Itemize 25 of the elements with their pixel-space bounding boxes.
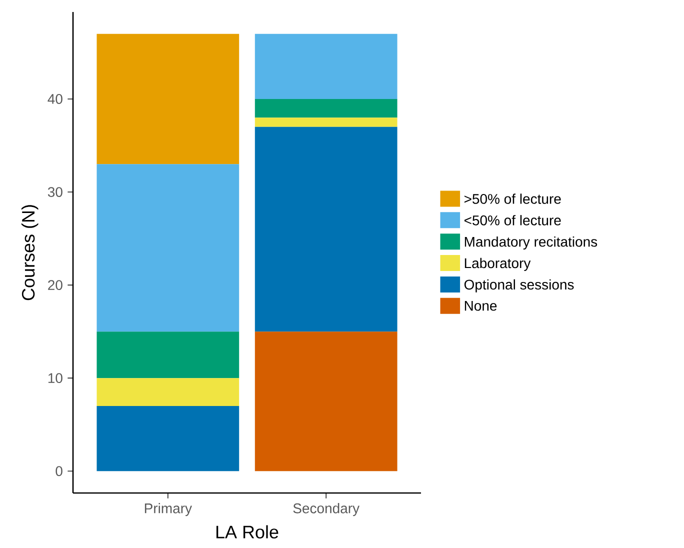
bar (96, 332, 240, 378)
bar (254, 332, 398, 472)
x-tick-label: Primary (144, 503, 192, 516)
bar (96, 34, 240, 164)
y-tick-label: 0 (56, 466, 62, 476)
bar (254, 98, 398, 118)
legend-label: Laboratory (464, 258, 531, 271)
y-tick-label: 30 (48, 187, 62, 197)
bar (96, 406, 240, 472)
legend-label: None (464, 301, 497, 311)
legend-label: Mandatory recitations (464, 236, 598, 250)
bar (96, 164, 240, 332)
bar (254, 34, 398, 99)
legend-label: Optional sessions (464, 279, 574, 292)
bar (96, 378, 240, 406)
y-tick-label: 10 (48, 373, 62, 384)
y-tick-label: 20 (48, 280, 62, 290)
bar (254, 118, 398, 127)
x-tick-label: Secondary (293, 503, 360, 516)
legend-label: <50% of lecture (464, 215, 561, 226)
x-axis-title: LA Role (216, 525, 278, 538)
legend-label: >50% of lecture (464, 194, 561, 204)
bar (254, 126, 398, 332)
y-tick-label: 40 (48, 94, 62, 104)
y-axis-title: Courses (N) (21, 205, 38, 300)
